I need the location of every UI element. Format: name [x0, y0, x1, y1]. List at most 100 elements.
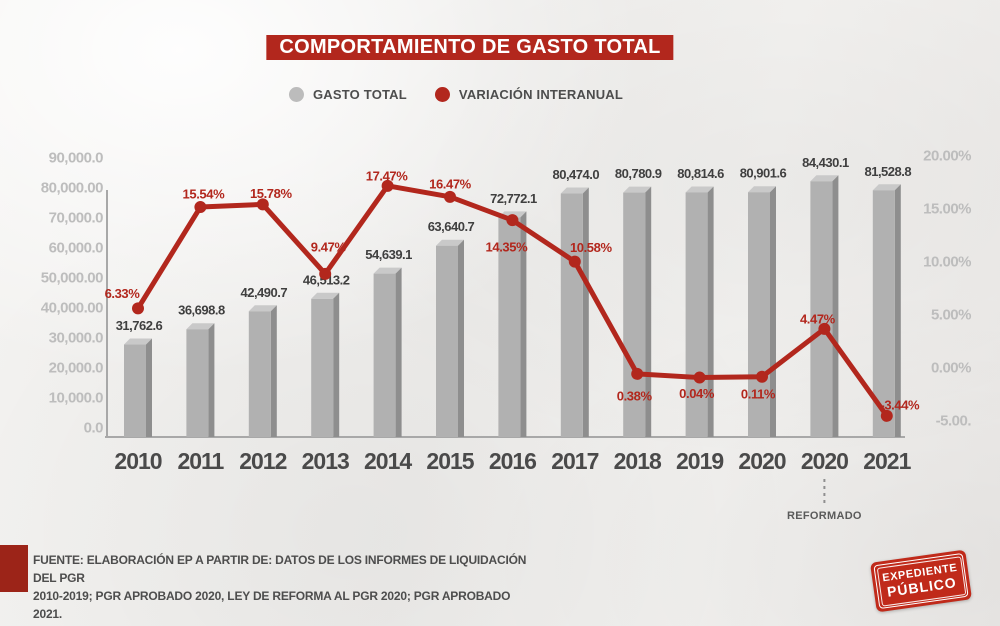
bar — [311, 298, 334, 437]
bar-top-face — [373, 267, 402, 274]
bar-top-face — [436, 239, 464, 246]
line-data-point — [444, 190, 456, 203]
right-axis-tick-label: 10.00% — [923, 254, 971, 271]
line-data-point — [756, 370, 768, 383]
left-axis-tick-label: 60,000.0 — [49, 240, 104, 257]
line-data-point — [319, 267, 332, 280]
bar-value-label: 80,780.9 — [615, 166, 662, 181]
right-axis-tick-label: 5.00% — [931, 307, 971, 324]
bar-value-label: 36,698.8 — [178, 303, 225, 318]
right-axis-tick-label: 20.00% — [923, 148, 971, 165]
bar-top-face — [810, 175, 839, 182]
x-axis-label: 2020 — [738, 448, 785, 474]
bar-top-face — [872, 184, 901, 191]
bar-side-face — [707, 186, 714, 437]
bar-value-label: 80,474.0 — [552, 167, 599, 182]
bar-side-face — [270, 305, 277, 437]
bar-value-label: 80,814.6 — [677, 166, 724, 181]
line-value-label: 14.35% — [486, 240, 529, 255]
bar-value-label: 42,490.7 — [240, 285, 287, 300]
bar — [373, 273, 396, 437]
bar-top-face — [685, 186, 714, 193]
stamp-inner-frame: EXPEDIENTE PÚBLICO — [876, 555, 966, 607]
legend-marker-variacion-icon — [434, 87, 450, 102]
bar-value-label: 63,640.7 — [428, 219, 475, 234]
x-axis-label: 2019 — [676, 448, 723, 474]
left-axis-tick-label: 20,000.0 — [49, 360, 104, 377]
bar-value-label: 46,513.2 — [303, 272, 350, 287]
x-axis-label: 2014 — [364, 448, 412, 474]
left-axis-tick-label: 50,000.00 — [41, 270, 103, 287]
legend-marker-gasto-total-icon — [288, 87, 304, 102]
bar-side-face — [146, 338, 152, 437]
x-axis-label: 2018 — [614, 448, 662, 474]
line-data-point — [381, 179, 394, 192]
legend-label-gasto-total: GASTO TOTAL — [312, 87, 407, 102]
reformado-label: REFORMADO — [787, 510, 862, 522]
left-axis-tick-label: 80,000.00 — [41, 180, 103, 197]
x-axis-label: 2012 — [239, 448, 286, 474]
bar-side-face — [395, 267, 402, 437]
line-value-label: -3.44% — [880, 397, 920, 412]
bar — [810, 181, 833, 437]
legend: GASTO TOTAL VARIACIÓN INTERANUAL — [288, 87, 651, 102]
left-axis-tick-label: 10,000.0 — [49, 390, 104, 407]
bar — [186, 329, 209, 437]
line-value-label: 17.47% — [366, 168, 409, 183]
bar-value-label: 31,762.6 — [116, 318, 163, 333]
bar-top-face — [311, 292, 340, 299]
bar-value-label: 84,430.1 — [802, 155, 849, 170]
right-axis-tick-label: 15.00% — [923, 201, 971, 218]
line-value-label: 15.78% — [250, 186, 293, 201]
bar-side-face — [832, 175, 839, 437]
line-data-point — [194, 201, 207, 214]
bar-side-face — [582, 187, 589, 437]
bar-side-face — [208, 323, 215, 437]
bar-top-face — [748, 186, 776, 193]
left-axis-tick-label: 70,000.0 — [49, 210, 104, 227]
left-axis-tick-label: 40,000.00 — [41, 300, 103, 317]
left-axis-tick-label: 30,000.0 — [49, 330, 104, 347]
bar-side-face — [520, 211, 527, 437]
bar-side-face — [333, 292, 340, 437]
source-note: FUENTE: ELABORACIÓN EP A PARTIR DE: DATO… — [33, 551, 533, 623]
line-value-label: 16.47% — [429, 176, 472, 191]
bar-value-label: 80,901.6 — [740, 166, 787, 181]
line-data-point — [132, 302, 144, 315]
line-data-point — [256, 198, 269, 211]
footer-accent-square — [0, 545, 28, 592]
line-value-label: 10.58% — [570, 240, 613, 255]
bar — [124, 344, 146, 437]
x-axis-label: 2020 — [801, 448, 848, 474]
x-axis-label: 2010 — [114, 448, 161, 474]
bar-side-face — [458, 239, 464, 437]
line-value-label: 0.11% — [741, 386, 776, 401]
line-data-point — [818, 322, 831, 335]
line-data-point — [693, 371, 706, 384]
bar-top-face — [124, 338, 152, 345]
bar — [872, 190, 895, 437]
bar — [436, 245, 458, 437]
x-axis-label: 2011 — [177, 448, 224, 474]
bar — [248, 311, 271, 437]
line-value-label: 15.54% — [183, 187, 226, 202]
bar-top-face — [560, 187, 589, 194]
bar-top-face — [248, 305, 277, 312]
bar-value-label: 72,772.1 — [490, 191, 537, 206]
bar — [560, 193, 583, 437]
line-data-point — [631, 367, 644, 380]
right-axis-tick-label: 0.00% — [931, 360, 971, 377]
x-axis-label: 2013 — [302, 448, 349, 474]
source-line-2: 2010-2019; PGR APROBADO 2020, LEY DE REF… — [33, 589, 511, 621]
line-data-point — [568, 255, 581, 268]
source-line-1: FUENTE: ELABORACIÓN EP A PARTIR DE: DATO… — [33, 553, 527, 585]
bar-side-face — [770, 186, 776, 437]
x-axis-label: 2016 — [489, 448, 536, 474]
bar-value-label: 81,528.8 — [864, 164, 911, 179]
line-value-label: 9.47% — [311, 239, 347, 254]
line-value-label: 0.04% — [679, 386, 715, 401]
legend-label-variacion: VARIACIÓN INTERANUAL — [458, 87, 624, 102]
stamp-outer-frame: EXPEDIENTE PÚBLICO — [873, 552, 969, 610]
page-title: COMPORTAMIENTO DE GASTO TOTAL — [266, 35, 674, 60]
